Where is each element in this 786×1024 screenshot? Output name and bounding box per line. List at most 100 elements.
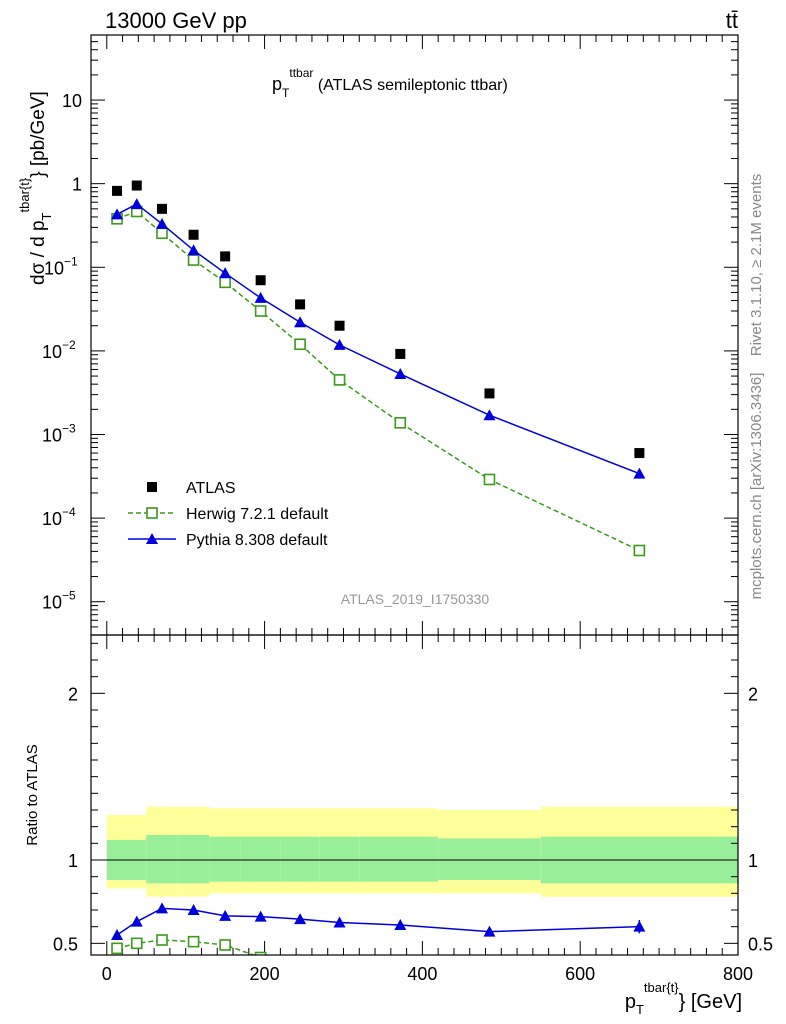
y-tick-exponent: −1 [64,254,78,268]
main-y-label-rest: } [pb/GeV] [28,91,49,178]
x-tick-label: 600 [565,964,595,984]
stat-uncertainty-band [438,838,541,880]
data-point [295,299,306,310]
ratio-point [219,939,231,951]
x-tick-label: 400 [407,964,437,984]
plot-title-sub: T [282,86,290,100]
ratio-point [254,951,267,955]
y-tick-label: 10−5 [42,589,76,613]
ratio-point [156,902,169,914]
process-label: tt̄ [726,8,738,33]
ratio-y-axis-label: Ratio to ATLAS [24,744,41,845]
ratio-point [483,925,496,937]
rivet-label: Rivet 3.1.10, ≥ 2.1M events [748,174,765,357]
legend: ATLAS Herwig 7.2.1 default Pythia 8.308 de… [128,480,329,549]
x-label-sub: T [636,1002,644,1017]
y-tick-label: 10−3 [42,422,76,446]
ratio-point [394,919,407,930]
data-point [634,448,645,459]
main-y-label-sup: tbar{t} [17,177,32,212]
y-tick-label: 10−2 [42,338,76,362]
ratio-point [219,909,232,921]
ratio-point [156,934,168,946]
legend-label: Herwig 7.2.1 default [186,506,329,523]
y-tick-label: 1 [72,175,82,195]
data-point [483,409,496,421]
y-tick-base: 10 [42,426,62,446]
legend-marker [147,482,157,492]
ratio-point [111,942,123,955]
ratio-y-tick-label-right: 1 [748,851,758,871]
y-tick-base: 10 [42,342,62,362]
legend-label: ATLAS [186,480,236,497]
ratio-y-tick-label: 1 [68,851,78,871]
y-tick-base: 10 [44,258,64,278]
data-point [394,367,407,379]
x-axis-label: pTtbar{t}} [GeV] [625,980,742,1017]
data-point [394,417,407,429]
ratio-point [111,929,124,940]
x-label-main: p [625,991,636,1013]
data-point [633,467,646,479]
data-point [633,544,646,557]
data-point [188,229,199,240]
stat-uncertainty-band [240,836,281,882]
legend-label: Pythia 8.308 default [186,532,328,549]
y-tick-label: 10 [62,91,82,111]
ratio-point [333,916,346,928]
data-point [130,198,143,210]
ratio-point [130,915,143,927]
plot-title-rest: (ATLAS semileptonic ttbar) [313,77,507,94]
data-point [334,320,345,331]
data-point [131,180,142,191]
x-label-sup: tbar{t} [644,980,679,995]
data-point [112,185,123,196]
ratio-point [294,913,307,925]
ratio-series [111,902,646,955]
ratio-y-tick-label-right: 2 [748,684,758,704]
analysis-id: ATLAS_2019_I1750330 [341,591,490,607]
data-point [255,275,266,286]
data-point [254,305,267,317]
stat-uncertainty-band [146,835,178,884]
stat-uncertainty-band [319,836,360,882]
plot-title-sup: ttbar [289,66,313,80]
ratio-frame [90,634,739,956]
x-tick-label: 800 [723,964,753,984]
stat-uncertainty-band [177,835,210,884]
ratio-y-tick-label-right: 0.5 [748,934,773,954]
main-y-label-sub: T [39,212,54,220]
ratio-point [187,904,200,915]
data-point [219,267,232,279]
y-tick-base: 10 [42,509,62,529]
stat-uncertainty-band [209,836,241,882]
plot-title: pTttbar (ATLAS semileptonic ttbar) [272,66,508,100]
stat-uncertainty-band [359,836,439,882]
data-point [187,244,200,256]
data-point [157,203,168,214]
ratio-point [633,920,646,932]
data-point [156,227,168,240]
data-point [484,388,495,399]
data-point [187,254,200,266]
plot-title-main: p [272,74,282,94]
legend-marker [146,507,158,519]
data-point [219,276,231,289]
y-tick-exponent: −5 [62,589,76,603]
series-line [116,203,640,475]
data-point [333,374,346,386]
data-point [254,291,267,303]
y-tick-base: 10 [42,593,62,613]
y-tick-exponent: −3 [62,422,76,436]
legend-marker [146,533,158,544]
ratio-y-tick-label: 2 [68,684,78,704]
ratio-panel: 0.5 0.5 1 1 2 2 0 200 400 600 800 Ratio to ATLAS p… [24,634,773,1017]
data-point [111,208,124,220]
y-tick-exponent: −4 [62,505,76,519]
ratio-ticks: 0.5 0.5 1 1 2 2 0 200 400 600 800 [53,635,773,984]
energy-label: 13000 GeV pp [105,8,247,33]
y-tick-exponent: −2 [62,338,76,352]
stat-uncertainty-band [280,836,320,882]
